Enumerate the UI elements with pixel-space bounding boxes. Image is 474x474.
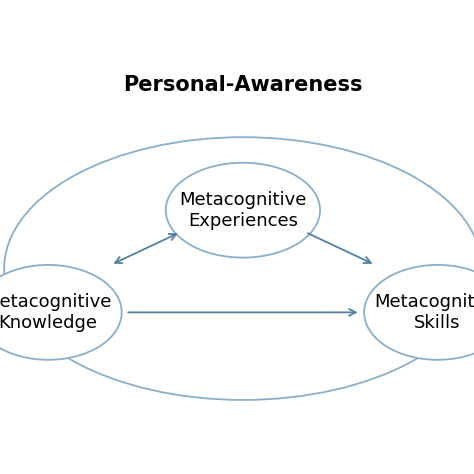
Ellipse shape <box>0 265 122 360</box>
FancyArrowPatch shape <box>128 309 356 316</box>
Ellipse shape <box>364 265 474 360</box>
FancyArrowPatch shape <box>308 233 371 263</box>
Text: Metacognitive
Skills: Metacognitive Skills <box>374 293 474 332</box>
Text: Personal-Awareness: Personal-Awareness <box>123 75 363 95</box>
Text: Metacognitive
Knowledge: Metacognitive Knowledge <box>0 293 112 332</box>
Text: Metacognitive
Experiences: Metacognitive Experiences <box>179 191 307 229</box>
Ellipse shape <box>166 163 320 258</box>
FancyArrowPatch shape <box>115 234 176 263</box>
